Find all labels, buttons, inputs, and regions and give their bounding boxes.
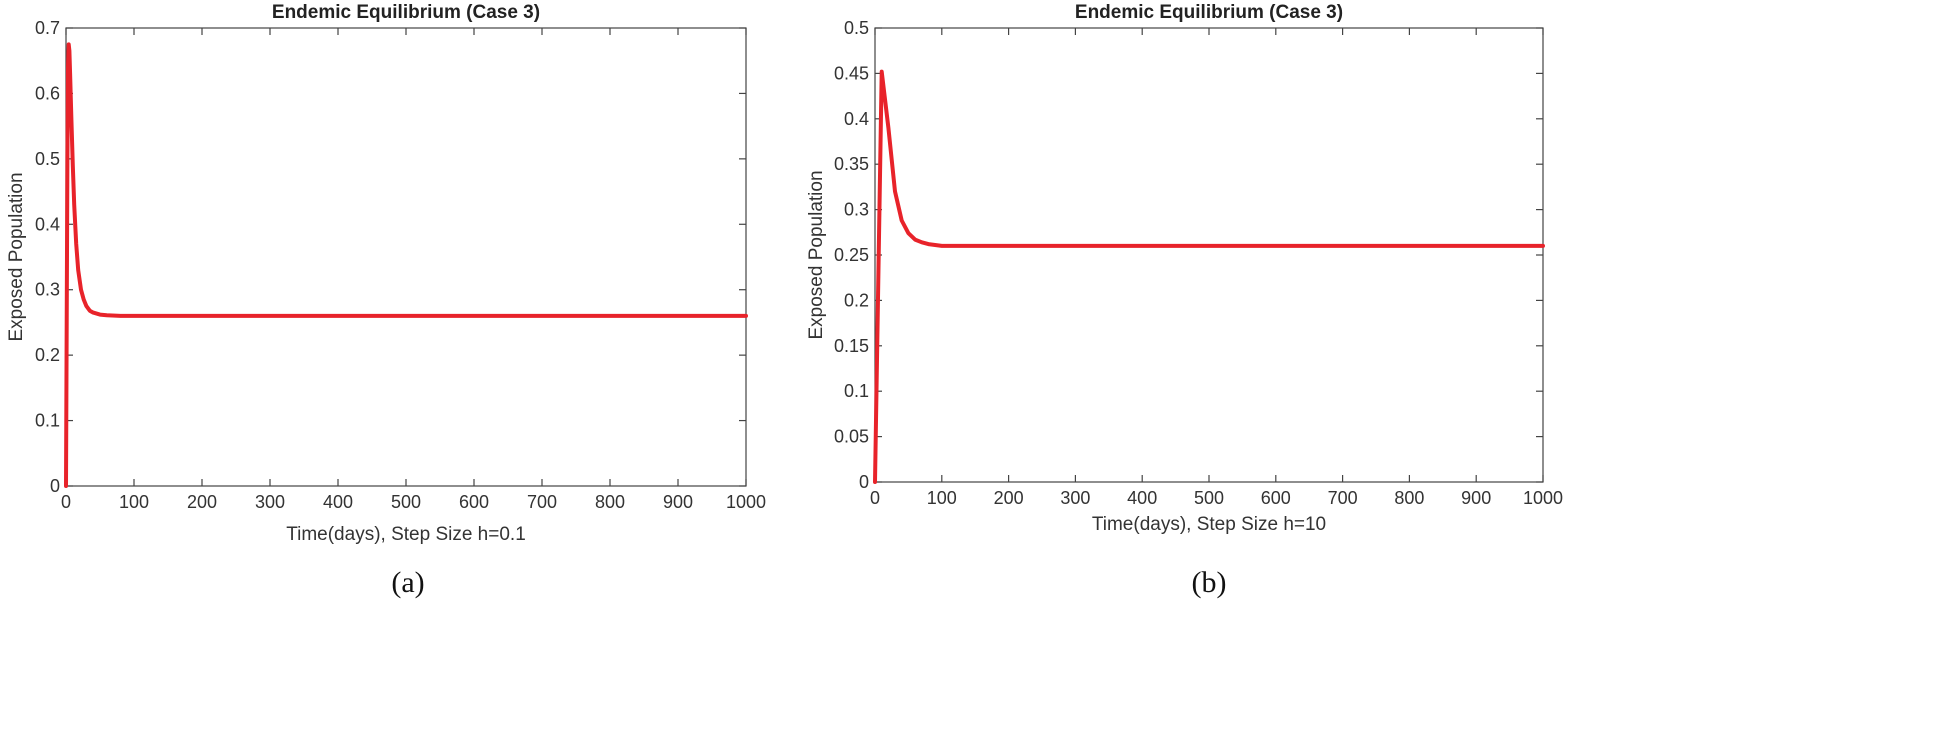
y-tick-label: 0.5: [844, 18, 869, 38]
x-tick-label: 500: [391, 492, 421, 512]
chart-title: Endemic Equilibrium (Case 3): [272, 2, 540, 23]
y-tick-label: 0.35: [834, 154, 869, 174]
x-tick-label: 300: [255, 492, 285, 512]
figure-caption: (b): [1192, 566, 1227, 599]
x-tick-group: 0 100 200 300 400 500 600 700 800 900 1000: [870, 28, 1563, 508]
y-axis-label: Exposed Population: [806, 170, 827, 339]
x-tick-label: 0: [870, 488, 880, 508]
x-tick-label: 1000: [726, 492, 766, 512]
chart-panel-b: Endemic Equilibrium (Case 3) 0 100 200 300 4…: [806, 2, 1563, 599]
y-tick-label: 0.25: [834, 245, 869, 265]
y-tick-label: 0.3: [35, 280, 60, 300]
y-tick-label: 0: [50, 476, 60, 496]
x-tick-label: 500: [1194, 488, 1224, 508]
y-tick-label: 0.6: [35, 83, 60, 103]
x-tick-label: 600: [1261, 488, 1291, 508]
y-tick-label: 0.3: [844, 200, 869, 220]
x-tick-label: 100: [119, 492, 149, 512]
x-tick-label: 200: [994, 488, 1024, 508]
x-tick-label: 600: [459, 492, 489, 512]
x-tick-label: 1000: [1523, 488, 1563, 508]
x-tick-label: 700: [1328, 488, 1358, 508]
x-tick-label: 0: [61, 492, 71, 512]
series-line: [64, 42, 748, 488]
y-tick-label: 0.4: [844, 109, 869, 129]
y-tick-label: 0.2: [35, 345, 60, 365]
series-line: [873, 69, 1545, 484]
x-tick-label: 400: [1127, 488, 1157, 508]
y-tick-label: 0: [859, 472, 869, 492]
x-tick-label: 300: [1060, 488, 1090, 508]
x-tick-label: 800: [1394, 488, 1424, 508]
y-tick-group: 0 0.1 0.2 0.3 0.4 0.5 0.6 0.7: [35, 18, 746, 496]
chart-panel-a: Endemic Equilibrium (Case 3) 0 100 200 300 4…: [6, 2, 766, 599]
y-tick-label: 0.1: [844, 381, 869, 401]
x-tick-label: 100: [927, 488, 957, 508]
figure-caption: (a): [391, 566, 424, 599]
y-axis-label: Exposed Population: [6, 172, 27, 341]
y-tick-label: 0.45: [834, 63, 869, 83]
y-tick-group: 0 0.05 0.1 0.15 0.2 0.25 0.3 0.35 0.4 0.45 0.5: [834, 18, 1543, 492]
x-tick-label: 800: [595, 492, 625, 512]
y-tick-label: 0.15: [834, 336, 869, 356]
x-tick-label: 200: [187, 492, 217, 512]
x-axis-label: Time(days), Step Size h=10: [1092, 514, 1326, 535]
x-tick-label: 700: [527, 492, 557, 512]
x-tick-label: 900: [663, 492, 693, 512]
y-tick-label: 0.05: [834, 427, 869, 447]
y-tick-label: 0.4: [35, 214, 60, 234]
y-tick-label: 0.5: [35, 149, 60, 169]
y-tick-label: 0.2: [844, 290, 869, 310]
plot-frame: [65, 27, 747, 487]
y-tick-label: 0.1: [35, 411, 60, 431]
x-tick-label: 900: [1461, 488, 1491, 508]
x-tick-label: 400: [323, 492, 353, 512]
chart-title: Endemic Equilibrium (Case 3): [1075, 2, 1343, 23]
y-tick-label: 0.7: [35, 18, 60, 38]
x-axis-label: Time(days), Step Size h=0.1: [286, 524, 526, 545]
plot-frame: [874, 27, 1544, 483]
x-tick-group: 0 100 200 300 400 500 600 700 800 900 1000: [61, 28, 766, 512]
